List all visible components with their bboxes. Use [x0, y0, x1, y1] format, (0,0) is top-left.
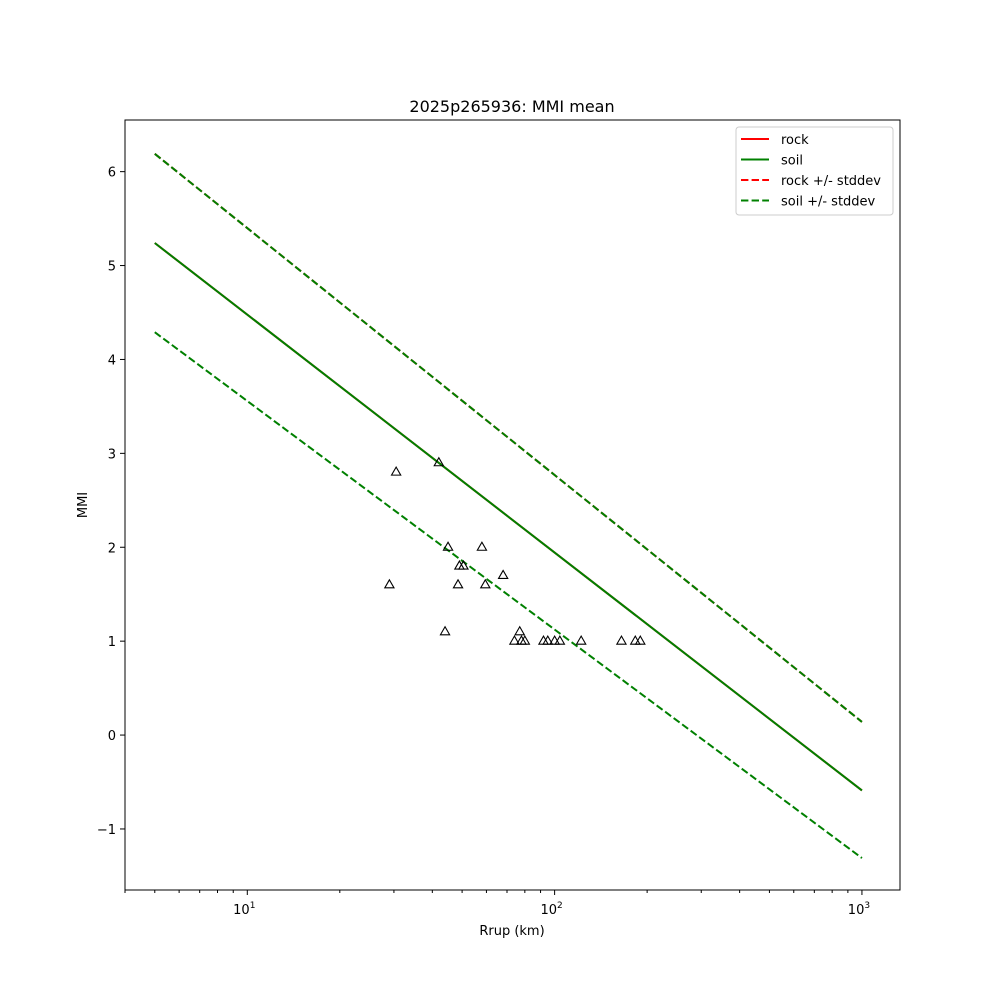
y-tick-label: 3 [108, 447, 116, 462]
observation-point [442, 541, 454, 551]
legend-label: rock [781, 133, 809, 148]
x-axis: 101 102 103 [124, 890, 870, 918]
y-tick-label: 2 [108, 541, 116, 556]
y-tick-label: 4 [108, 353, 116, 368]
legend-label: soil +/- stddev [781, 195, 876, 210]
y-tick-label: 1 [108, 635, 116, 650]
observation-point [497, 569, 509, 579]
observation-point [390, 466, 402, 476]
observation-point [479, 578, 491, 589]
series-line-2 [154, 153, 863, 723]
y-tick-label: 5 [108, 260, 116, 275]
x-tick-label: 103 [848, 901, 870, 918]
legend-label: soil [781, 154, 803, 169]
observation-point [554, 635, 566, 645]
series-layer [154, 153, 863, 859]
legend-box [735, 126, 894, 216]
observation-point [514, 625, 526, 636]
observation-point [383, 578, 395, 589]
series-line-3 [154, 153, 863, 723]
observation-point [615, 635, 628, 645]
observation-point [439, 625, 451, 636]
observation-point [634, 635, 646, 645]
plot-area [124, 119, 901, 891]
observation-point [575, 635, 587, 645]
x-tick-label: 101 [233, 901, 255, 918]
y-tick-label: 6 [108, 166, 116, 181]
series-line-4 [154, 331, 863, 859]
observation-points [383, 456, 646, 645]
series-line-1 [154, 242, 863, 792]
x-axis-label: Rrup (km) [479, 924, 544, 939]
y-tick-label: −1 [97, 823, 116, 838]
legend-label: rock +/- stddev [781, 174, 881, 189]
observation-point [457, 559, 469, 570]
observation-point [433, 456, 445, 467]
x-tick-label: 102 [540, 901, 562, 918]
observation-point [452, 578, 464, 589]
y-axis-label: MMI [76, 492, 91, 518]
y-tick-label: 0 [108, 729, 116, 744]
y-axis: −1 0 1 2 3 4 5 6 [97, 166, 125, 838]
observation-point [542, 635, 554, 645]
observation-point [519, 635, 531, 645]
observation-point [476, 541, 488, 551]
chart-title: 2025p265936: MMI mean [409, 97, 614, 116]
observation-point [508, 635, 520, 645]
legend: rock soil rock +/- stddev soil +/- stddev [735, 126, 894, 216]
